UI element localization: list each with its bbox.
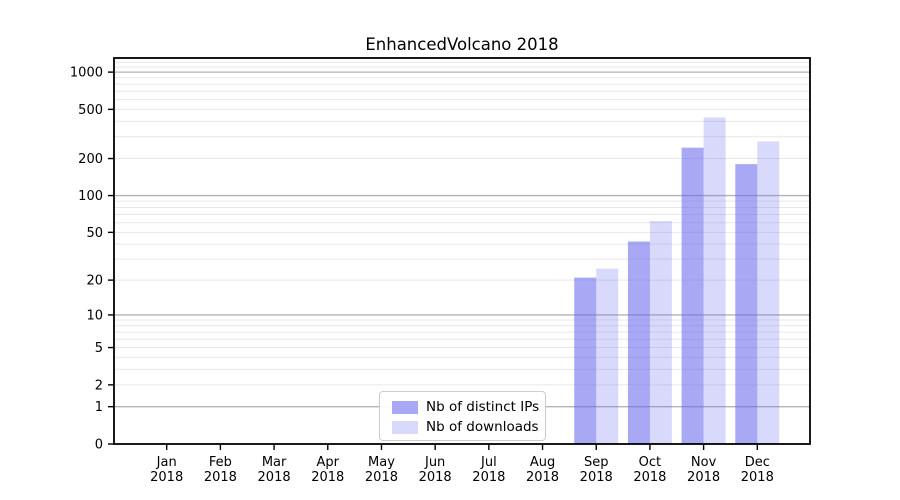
legend-swatch-distinct-ips — [392, 400, 418, 414]
chart-title: EnhancedVolcano 2018 — [365, 35, 559, 54]
y-tick-label: 10 — [86, 308, 103, 323]
y-tick-label: 100 — [78, 189, 103, 204]
legend: Nb of distinct IPs Nb of downloads — [379, 391, 546, 441]
bar-sep-distinct-ips — [574, 277, 597, 444]
x-tick-label-year: 2018 — [204, 470, 237, 485]
y-tick-label: 1000 — [70, 66, 103, 81]
bar-dec-downloads — [757, 141, 780, 444]
bar-nov-downloads — [703, 117, 726, 444]
x-tick-label-month: Apr — [317, 455, 340, 470]
y-tick-label: 50 — [86, 226, 103, 241]
x-tick-label-month: May — [368, 455, 395, 470]
x-tick-label-year: 2018 — [258, 470, 291, 485]
x-tick-label-month: Dec — [745, 455, 770, 470]
x-tick-label-month: Nov — [691, 455, 717, 470]
x-tick-label-month: Sep — [584, 455, 609, 470]
bar-oct-downloads — [649, 220, 672, 444]
y-tick-label: 1 — [95, 400, 103, 415]
legend-label-downloads: Nb of downloads — [426, 419, 539, 435]
x-tick-label-month: Mar — [262, 455, 287, 470]
legend-label-distinct-ips: Nb of distinct IPs — [426, 399, 540, 415]
x-tick-label-year: 2018 — [419, 470, 452, 485]
x-tick-label-year: 2018 — [365, 470, 398, 485]
bar-sep-downloads — [596, 268, 619, 444]
y-tick-label: 2 — [95, 378, 103, 393]
x-tick-label-month: Feb — [209, 455, 232, 470]
legend-item-downloads: Nb of downloads — [380, 417, 545, 437]
x-tick-label-year: 2018 — [633, 470, 666, 485]
y-tick-label: 20 — [86, 274, 103, 289]
x-tick-label-year: 2018 — [741, 470, 774, 485]
bar-oct-distinct-ips — [627, 241, 650, 444]
x-tick-label-year: 2018 — [472, 470, 505, 485]
axes-spines — [113, 57, 811, 445]
x-tick-label-month: Oct — [639, 455, 661, 470]
y-tick-label: 0 — [95, 438, 103, 453]
x-tick-label-year: 2018 — [150, 470, 183, 485]
x-tick-label-year: 2018 — [580, 470, 613, 485]
x-tick-label-month: Jan — [156, 455, 177, 470]
x-tick-label-year: 2018 — [687, 470, 720, 485]
x-tick-label-month: Jul — [480, 455, 497, 470]
y-tick-label: 200 — [78, 152, 103, 167]
x-tick-label-year: 2018 — [526, 470, 559, 485]
x-tick-label-month: Jun — [424, 455, 445, 470]
legend-swatch-downloads — [392, 420, 418, 434]
bar-nov-distinct-ips — [681, 147, 704, 445]
y-tick-label: 5 — [95, 341, 103, 356]
legend-item-distinct-ips: Nb of distinct IPs — [380, 397, 545, 417]
bar-dec-distinct-ips — [735, 164, 758, 444]
y-tick-label: 500 — [78, 103, 103, 118]
x-tick-label-year: 2018 — [311, 470, 344, 485]
x-tick-label-month: Aug — [530, 455, 555, 470]
